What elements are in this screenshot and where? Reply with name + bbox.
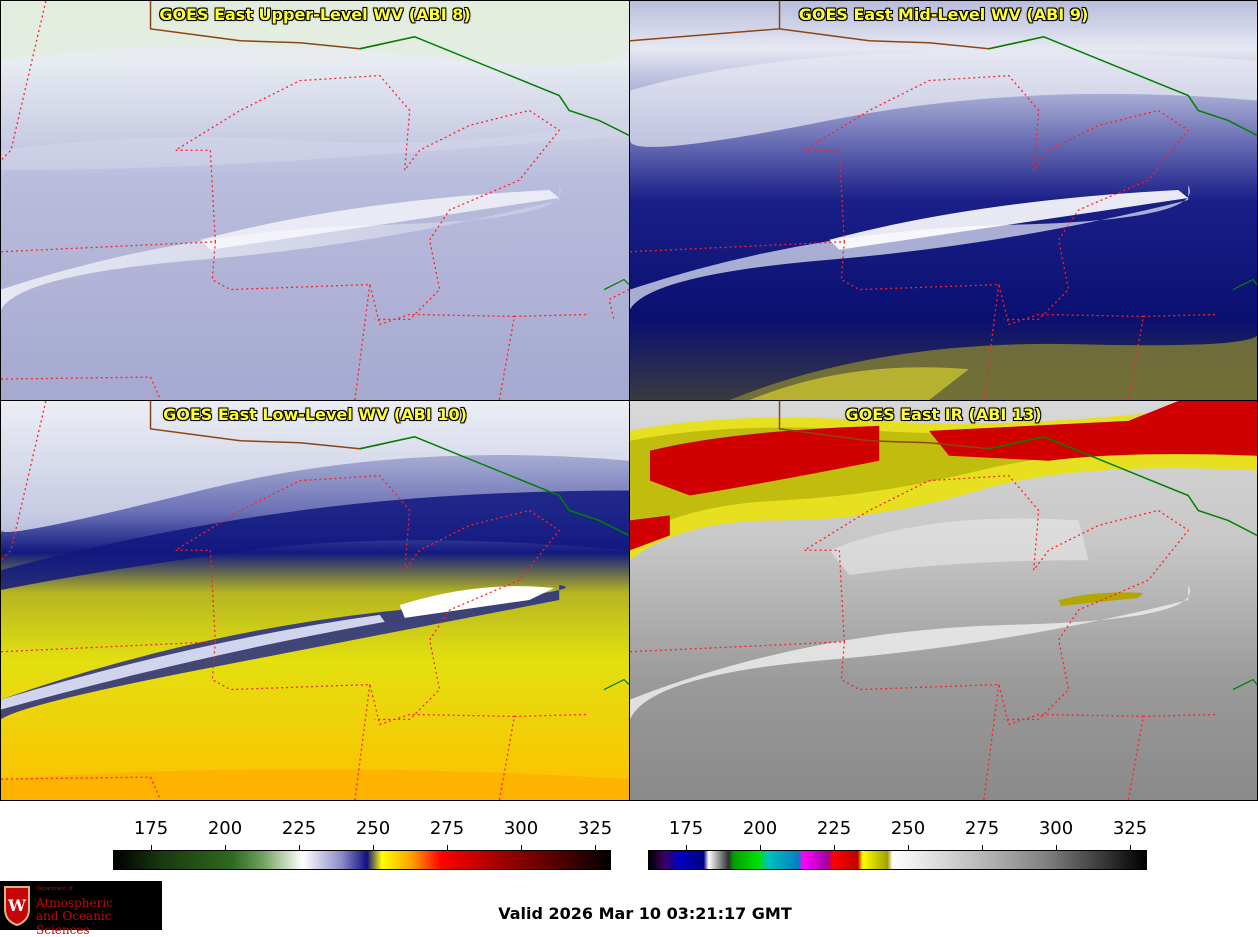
tick-label: 275 — [429, 818, 465, 839]
panel-mid-wv: GOES East Mid-Level WV (ABI 9) — [629, 0, 1258, 401]
mid-wv-map-overlay — [630, 1, 1257, 400]
tick-label: 175 — [133, 818, 169, 839]
panel-ir: GOES East IR (ABI 13) — [629, 400, 1258, 801]
ir-map-overlay — [630, 401, 1257, 800]
tick-label: 200 — [207, 818, 243, 839]
aos-logo: W Department of Atmospheric and Oceanic … — [0, 881, 162, 937]
panel-upper-wv: GOES East Upper-Level WV (ABI 8) — [0, 0, 630, 401]
tick-label: 175 — [668, 818, 704, 839]
mid-wv-imagery — [630, 1, 1257, 400]
panel-title: GOES East IR (ABI 13) — [845, 405, 1042, 424]
panel-title: GOES East Low-Level WV (ABI 10) — [163, 405, 467, 424]
tick-label: 225 — [816, 818, 852, 839]
logo-dept-text: Department of — [36, 886, 73, 892]
valid-time: Valid 2026 Mar 10 03:21:17 GMT — [498, 904, 792, 923]
wv-colorbar — [113, 850, 611, 870]
tick-label: 250 — [355, 818, 391, 839]
svg-text:W: W — [7, 896, 27, 915]
low-wv-imagery — [1, 401, 629, 800]
panel-title: GOES East Mid-Level WV (ABI 9) — [798, 5, 1089, 24]
panel-title: GOES East Upper-Level WV (ABI 8) — [159, 5, 471, 24]
tick-label: 200 — [742, 818, 778, 839]
tick-label: 300 — [503, 818, 539, 839]
tick-label: 325 — [577, 818, 613, 839]
tick-label: 325 — [1112, 818, 1148, 839]
ir-colorbar-ticks: 175 200 225 250 275 300 325 — [648, 818, 1147, 850]
upper-wv-imagery — [1, 1, 629, 400]
uw-crest-icon: W — [4, 886, 30, 927]
panel-low-wv: GOES East Low-Level WV (ABI 10) — [0, 400, 630, 801]
tick-label: 275 — [964, 818, 1000, 839]
ir-imagery — [630, 401, 1257, 800]
low-wv-map-overlay — [1, 401, 629, 800]
ir-colorbar — [648, 850, 1147, 870]
tick-label: 225 — [281, 818, 317, 839]
upper-wv-map-overlay — [1, 1, 629, 400]
logo-name-line1: Atmospheric — [36, 896, 113, 910]
wv-colorbar-ticks: 175 200 225 250 275 300 325 — [113, 818, 613, 850]
tick-label: 300 — [1038, 818, 1074, 839]
tick-label: 250 — [890, 818, 926, 839]
